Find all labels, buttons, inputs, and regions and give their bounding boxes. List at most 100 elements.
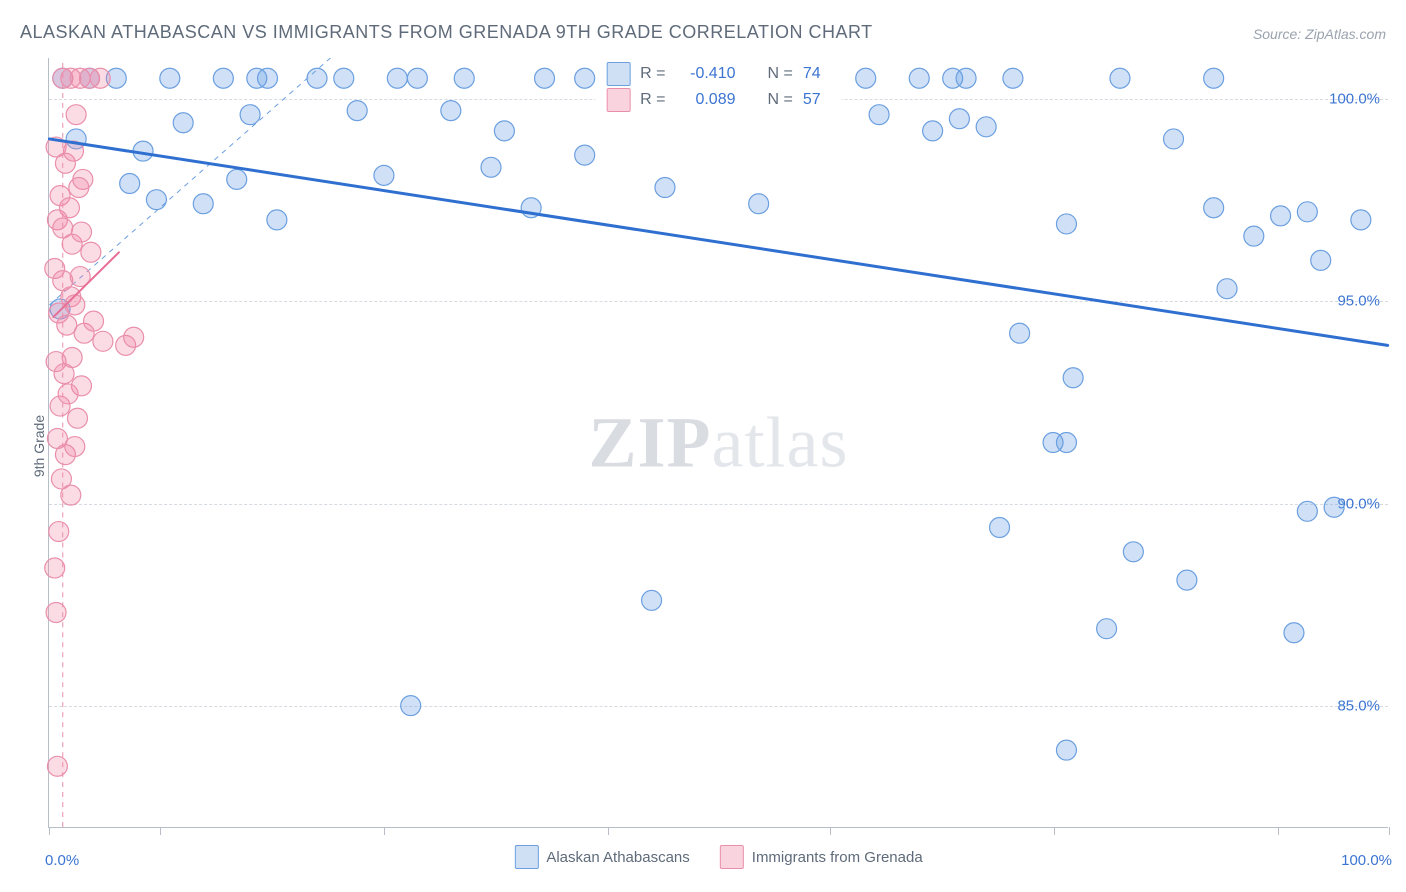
r-value-pink: 0.089	[676, 87, 736, 113]
x-tick	[49, 827, 50, 835]
data-point-blue	[1351, 210, 1371, 230]
data-point-pink	[81, 242, 101, 262]
data-point-blue	[1063, 368, 1083, 388]
data-point-blue	[1123, 542, 1143, 562]
data-point-blue	[494, 121, 514, 141]
data-point-blue	[173, 113, 193, 133]
data-point-pink	[90, 68, 110, 88]
legend-swatch-blue	[606, 62, 630, 86]
data-point-pink	[66, 105, 86, 125]
n-value-pink: 57	[803, 87, 831, 113]
data-point-blue	[387, 68, 407, 88]
data-point-pink	[67, 408, 87, 428]
data-point-blue	[401, 696, 421, 716]
data-point-blue	[1097, 619, 1117, 639]
data-point-blue	[193, 194, 213, 214]
data-point-blue	[1003, 68, 1023, 88]
legend-label-blue: Alaskan Athabascans	[546, 849, 689, 866]
r-label: R =	[640, 87, 665, 113]
data-point-blue	[441, 101, 461, 121]
legend-item-blue: Alaskan Athabascans	[514, 845, 689, 869]
x-tick	[830, 827, 831, 835]
legend-stats-row-blue: R = -0.410 N = 74	[606, 61, 831, 87]
data-point-blue	[227, 169, 247, 189]
x-tick	[608, 827, 609, 835]
data-point-blue	[642, 590, 662, 610]
data-point-pink	[69, 178, 89, 198]
data-point-blue	[1284, 623, 1304, 643]
data-point-pink	[45, 558, 65, 578]
r-value-blue: -0.410	[676, 61, 736, 87]
data-point-blue	[307, 68, 327, 88]
data-point-pink	[93, 331, 113, 351]
data-point-pink	[49, 522, 69, 542]
data-point-blue	[146, 190, 166, 210]
data-point-blue	[407, 68, 427, 88]
legend-swatch-blue	[514, 845, 538, 869]
legend-stats: R = -0.410 N = 74 R = 0.089 N = 57	[595, 58, 842, 118]
data-point-blue	[976, 117, 996, 137]
data-point-blue	[1271, 206, 1291, 226]
data-point-pink	[124, 327, 144, 347]
data-point-blue	[1217, 279, 1237, 299]
data-point-blue	[1056, 433, 1076, 453]
legend-stats-row-pink: R = 0.089 N = 57	[606, 87, 831, 113]
legend-swatch-pink	[720, 845, 744, 869]
data-point-blue	[1204, 68, 1224, 88]
data-point-blue	[120, 173, 140, 193]
x-tick	[1278, 827, 1279, 835]
legend-label-pink: Immigrants from Grenada	[752, 849, 923, 866]
x-axis-min-label: 0.0%	[45, 852, 79, 869]
data-point-blue	[1204, 198, 1224, 218]
data-point-blue	[655, 178, 675, 198]
data-point-blue	[213, 68, 233, 88]
data-point-pink	[72, 222, 92, 242]
data-point-blue	[481, 157, 501, 177]
legend-series: Alaskan Athabascans Immigrants from Gren…	[514, 845, 922, 869]
data-point-blue	[1164, 129, 1184, 149]
data-point-blue	[535, 68, 555, 88]
data-point-blue	[1297, 202, 1317, 222]
data-point-blue	[1244, 226, 1264, 246]
data-point-blue	[1056, 214, 1076, 234]
trend-line-blue	[49, 139, 1387, 345]
data-point-pink	[58, 384, 78, 404]
y-axis-label: 9th Grade	[31, 415, 47, 477]
data-point-blue	[575, 145, 595, 165]
data-point-blue	[949, 109, 969, 129]
data-point-blue	[749, 194, 769, 214]
data-point-blue	[267, 210, 287, 230]
data-point-blue	[258, 68, 278, 88]
r-label: R =	[640, 61, 665, 87]
data-point-blue	[856, 68, 876, 88]
data-point-blue	[374, 165, 394, 185]
data-point-pink	[47, 756, 67, 776]
data-point-blue	[160, 68, 180, 88]
data-point-pink	[46, 603, 66, 623]
data-point-blue	[1056, 740, 1076, 760]
data-point-blue	[909, 68, 929, 88]
data-point-pink	[84, 311, 104, 331]
x-tick	[1054, 827, 1055, 835]
source-label: Source: ZipAtlas.com	[1253, 26, 1386, 42]
data-point-blue	[869, 105, 889, 125]
legend-item-pink: Immigrants from Grenada	[720, 845, 923, 869]
x-tick	[1389, 827, 1390, 835]
data-point-pink	[65, 437, 85, 457]
data-point-pink	[61, 485, 81, 505]
data-point-blue	[1324, 497, 1344, 517]
data-point-pink	[62, 348, 82, 368]
plot-area: ZIPatlas 85.0%90.0%95.0%100.0% R = -0.41…	[48, 58, 1388, 828]
plot-svg	[49, 58, 1388, 827]
data-point-blue	[1311, 250, 1331, 270]
data-point-blue	[990, 518, 1010, 538]
data-point-blue	[334, 68, 354, 88]
x-tick	[160, 827, 161, 835]
n-value-blue: 74	[803, 61, 831, 87]
data-point-blue	[923, 121, 943, 141]
data-point-blue	[575, 68, 595, 88]
data-point-blue	[1297, 501, 1317, 521]
data-point-blue	[240, 105, 260, 125]
data-point-pink	[65, 295, 85, 315]
legend-swatch-pink	[606, 88, 630, 112]
